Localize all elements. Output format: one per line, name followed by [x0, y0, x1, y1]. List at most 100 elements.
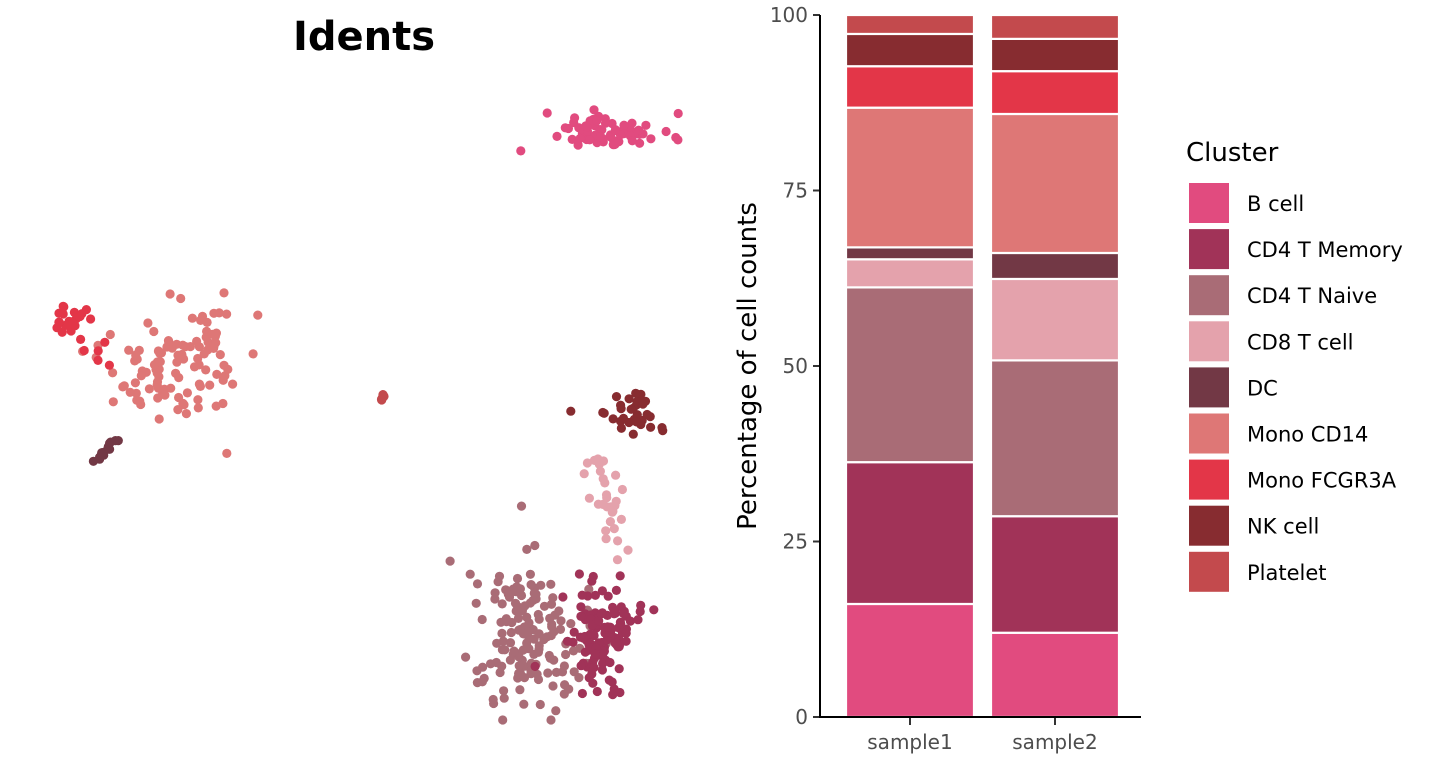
umap-point-cd4-t-naive	[501, 617, 512, 627]
umap-point-b-cell	[592, 116, 602, 126]
umap-point-cd4-t-naive	[542, 632, 552, 642]
umap-point-cd4-t-naive	[518, 645, 528, 655]
umap-point-mono-cd14	[193, 403, 203, 413]
umap-point-cd4-t-naive	[498, 715, 508, 725]
umap-point-cd4-t-naive	[490, 588, 500, 598]
bar-segment-sample2-dc	[989, 251, 1121, 281]
umap-point-cd4-t-naive	[509, 646, 519, 656]
umap-point-b-cell	[646, 134, 656, 144]
umap-point-cd4-t-naive	[529, 588, 539, 598]
legend-items: B cell CD4 T Memory CD4 T Naive CD8 T cell D…	[1189, 183, 1403, 592]
umap-point-mono-cd14	[205, 341, 215, 351]
umap-point-cd4-t-memory	[530, 661, 540, 672]
bar-segment-sample2-cd4-t-memory	[989, 515, 1121, 634]
umap-point-cd8-t-cell	[595, 466, 606, 476]
umap-point-cd4-t-naive	[510, 598, 521, 608]
legend-label-mono-fcgr3a: Mono FCGR3A	[1247, 469, 1397, 493]
umap-point-cd4-t-naive	[526, 580, 536, 590]
umap-point-mono-fcgr3a	[77, 309, 87, 319]
umap-point-nk-cell	[608, 414, 618, 424]
umap-point-cd4-t-naive	[488, 694, 498, 705]
umap-point-mono-cd14	[173, 405, 183, 415]
legend-label-cd4-t-naive: CD4 T Naive	[1247, 284, 1377, 308]
umap-point-nk-cell	[616, 400, 626, 410]
umap-point-cd4-t-memory	[569, 627, 579, 637]
umap-point-cd8-t-cell	[594, 459, 604, 469]
bar-segment-sample2-platelet	[989, 13, 1121, 40]
umap-point-mono-cd14	[199, 349, 209, 359]
umap-point-cd4-t-naive	[584, 584, 594, 594]
umap-point-cd8-t-cell	[609, 524, 619, 534]
umap-point-dc	[105, 444, 115, 454]
bar-segment-sample2-mono-cd14	[989, 112, 1121, 255]
y-axis-ticks: 0 25 50 75 100	[770, 3, 820, 729]
umap-point-b-cell	[542, 108, 552, 118]
umap-point-cd8-t-cell	[616, 514, 627, 525]
umap-point-b-cell	[563, 123, 574, 134]
umap-point-cd4-t-naive	[523, 627, 533, 637]
umap-point-cd4-t-memory	[649, 605, 659, 615]
bar-segment-sample1-cd8-t-cell	[844, 258, 976, 289]
umap-point-mono-cd14	[219, 360, 229, 370]
umap-point-cd8-t-cell	[584, 493, 595, 503]
x-axis-ticks: sample1 sample2	[867, 718, 1098, 754]
bar-segment-sample2-mono-fcgr3a	[989, 70, 1121, 116]
umap-point-cd4-t-naive	[544, 650, 554, 661]
legend-swatch-mono-cd14	[1189, 413, 1229, 454]
legend: Cluster B cell CD4 T Memory CD4 T Naive CD8…	[1186, 138, 1403, 592]
umap-point-b-cell	[635, 138, 645, 148]
umap-point-cd4-t-memory	[592, 686, 602, 697]
umap-panel: Idents	[52, 14, 683, 725]
y-tick-label: 25	[783, 530, 808, 554]
umap-point-cd4-t-naive	[548, 681, 558, 691]
umap-point-cd4-t-naive	[560, 680, 570, 690]
umap-point-mono-cd14	[172, 357, 182, 367]
legend-label-dc: DC	[1247, 376, 1278, 400]
umap-point-mono-fcgr3a	[86, 314, 96, 324]
umap-point-b-cell	[641, 120, 651, 130]
umap-point-mono-cd14	[152, 380, 162, 390]
y-tick-label: 75	[783, 179, 808, 203]
umap-point-cd4-t-memory	[609, 607, 620, 617]
umap-point-cd4-t-naive	[472, 678, 482, 688]
umap-point-cd4-t-naive	[519, 699, 529, 709]
umap-point-cd4-t-memory	[576, 611, 586, 622]
legend-swatch-cd4-t-naive	[1189, 275, 1229, 316]
umap-point-cd4-t-naive	[533, 609, 543, 620]
umap-point-mono-cd14	[166, 383, 176, 393]
y-tick-label: 50	[783, 354, 808, 378]
umap-point-cd4-t-naive	[505, 638, 516, 648]
umap-point-b-cell	[627, 136, 637, 146]
umap-point-cd4-t-naive	[532, 669, 542, 679]
bar-segment-sample1-dc	[844, 246, 976, 261]
umap-point-cd8-t-cell	[610, 501, 620, 511]
umap-point-mono-fcgr3a	[100, 337, 110, 347]
umap-point-mono-cd14	[174, 373, 184, 383]
umap-point-b-cell	[582, 122, 592, 132]
umap-point-mono-fcgr3a	[93, 346, 103, 356]
umap-point-mono-cd14	[143, 318, 153, 328]
umap-point-nk-cell	[638, 399, 648, 409]
umap-point-cd4-t-memory	[577, 688, 588, 699]
umap-point-mono-cd14	[219, 288, 229, 298]
umap-point-b-cell	[570, 113, 580, 123]
umap-point-mono-cd14	[174, 392, 184, 403]
umap-point-mono-fcgr3a	[93, 355, 103, 365]
umap-point-cd4-t-memory	[562, 636, 573, 646]
umap-point-cd4-t-naive	[525, 569, 536, 579]
umap-title: Idents	[293, 14, 435, 60]
umap-point-nk-cell	[631, 417, 642, 427]
umap-point-cd4-t-naive	[497, 628, 507, 639]
umap-point-mono-fcgr3a	[104, 360, 114, 370]
umap-point-cd8-t-cell	[611, 470, 621, 480]
umap-point-cd4-t-memory	[621, 628, 631, 638]
umap-point-cd4-t-memory	[633, 615, 643, 625]
umap-point-cd4-t-naive	[566, 619, 576, 629]
umap-point-cd4-t-naive	[500, 645, 510, 655]
umap-point-platelet	[376, 394, 387, 404]
legend-swatch-b-cell	[1189, 183, 1229, 223]
legend-swatch-mono-fcgr3a	[1189, 459, 1229, 500]
umap-point-mono-cd14	[181, 409, 191, 419]
umap-point-mono-cd14	[163, 336, 174, 346]
